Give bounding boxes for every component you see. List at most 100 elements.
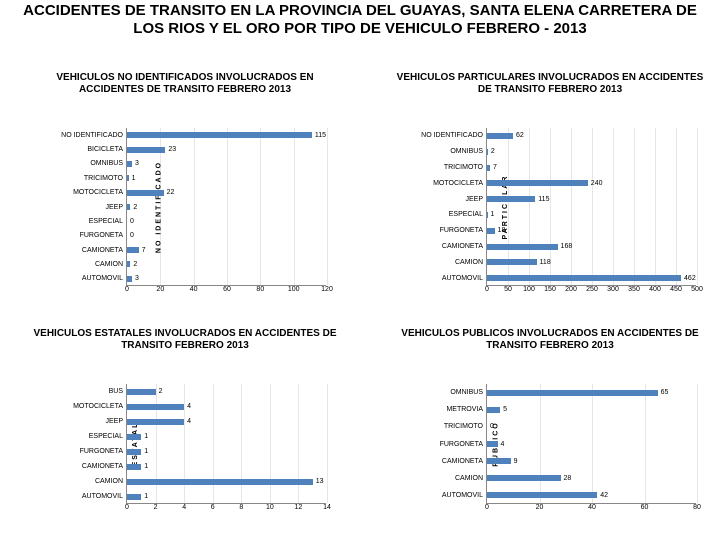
value-label: 4 xyxy=(187,418,191,425)
value-label: 118 xyxy=(540,259,551,266)
plot-area: 020406080100120NO IDENTIFICADONO IDENTIF… xyxy=(126,128,326,286)
bar xyxy=(127,449,141,455)
bar xyxy=(487,275,681,281)
value-label: 65 xyxy=(661,389,669,396)
bar-row: FURGONETA18 xyxy=(487,227,696,235)
x-tick: 12 xyxy=(295,504,303,511)
category-label: CAMIONETA xyxy=(407,243,487,250)
category-label: NO IDENTIFICADO xyxy=(407,132,487,139)
value-label: 2 xyxy=(159,388,163,395)
bar-row: AUTOMOVIL3 xyxy=(127,275,326,283)
bar xyxy=(127,132,312,138)
category-label: FURGONETA xyxy=(407,441,487,448)
bar xyxy=(127,261,130,267)
chart-no-identificado: VEHICULOS NO IDENTIFICADOS INVOLUCRADOS … xyxy=(30,72,340,312)
bar-row: BICICLETA23 xyxy=(127,146,326,154)
bar-row: JEEP4 xyxy=(127,418,326,426)
grid-line xyxy=(327,384,328,503)
bar-row: NO IDENTIFICADO62 xyxy=(487,132,696,140)
category-label: AUTOMOVIL xyxy=(407,275,487,282)
x-tick: 500 xyxy=(691,286,703,293)
value-label: 1 xyxy=(144,493,148,500)
category-label: MOTOCICLETA xyxy=(47,189,127,196)
bar-row: MOTOCICLETA240 xyxy=(487,179,696,187)
value-label: 0 xyxy=(130,232,134,239)
bar-row: FURGONETA1 xyxy=(127,448,326,456)
x-tick: 0 xyxy=(125,504,129,511)
x-axis: 050100150200250300350400450500 xyxy=(487,285,696,299)
grid-line xyxy=(697,384,698,503)
bar xyxy=(487,133,513,139)
x-tick: 300 xyxy=(607,286,619,293)
bar xyxy=(127,276,132,282)
category-label: CAMIONETA xyxy=(47,247,127,254)
category-label: FURGONETA xyxy=(47,232,127,239)
category-label: MOTOCICLETA xyxy=(47,403,127,410)
category-label: OMNIBUS xyxy=(407,389,487,396)
x-tick: 120 xyxy=(321,286,333,293)
bar xyxy=(487,228,495,234)
value-label: 28 xyxy=(564,475,572,482)
bar xyxy=(127,404,184,410)
chart-title: VEHICULOS NO IDENTIFICADOS INVOLUCRADOS … xyxy=(30,72,340,95)
x-tick: 8 xyxy=(239,504,243,511)
x-tick: 150 xyxy=(544,286,556,293)
value-label: 62 xyxy=(516,132,524,139)
bar xyxy=(127,479,313,485)
category-label: TRICIMOTO xyxy=(407,423,487,430)
x-tick: 250 xyxy=(586,286,598,293)
value-label: 1 xyxy=(132,175,136,182)
category-label: ESPECIAL xyxy=(47,433,127,440)
bar-row: AUTOMOVIL1 xyxy=(127,493,326,501)
x-tick: 450 xyxy=(670,286,682,293)
value-label: 0 xyxy=(130,218,134,225)
bar-row: ESPECIAL1 xyxy=(487,211,696,219)
bar xyxy=(127,247,139,253)
value-label: 1 xyxy=(144,448,148,455)
value-label: 13 xyxy=(316,478,324,485)
bar xyxy=(127,464,141,470)
grid-line xyxy=(697,128,698,285)
x-tick: 80 xyxy=(693,504,701,511)
bar-row: FURGONETA4 xyxy=(487,440,696,448)
x-axis: 02468101214 xyxy=(127,503,326,517)
value-label: 4 xyxy=(501,441,505,448)
bar-row: TRICIMOTO7 xyxy=(487,164,696,172)
value-label: 168 xyxy=(561,243,573,250)
bar xyxy=(127,175,129,181)
bar-row: OMNIBUS3 xyxy=(127,160,326,168)
category-label: JEEP xyxy=(407,196,487,203)
bar-row: JEEP115 xyxy=(487,195,696,203)
chart-estatal: VEHICULOS ESTATALES INVOLUCRADOS EN ACCI… xyxy=(30,328,340,528)
category-label: BUS xyxy=(47,388,127,395)
value-label: 9 xyxy=(514,458,518,465)
bar xyxy=(487,196,535,202)
category-label: NO IDENTIFICADO xyxy=(47,132,127,139)
category-label: CAMIONETA xyxy=(407,458,487,465)
x-tick: 6 xyxy=(211,504,215,511)
x-tick: 10 xyxy=(266,504,274,511)
chart-grid: VEHICULOS NO IDENTIFICADOS INVOLUCRADOS … xyxy=(0,78,720,538)
bar xyxy=(127,204,130,210)
value-label: 5 xyxy=(503,406,507,413)
bar-row: MOTOCICLETA4 xyxy=(127,403,326,411)
x-tick: 2 xyxy=(154,504,158,511)
x-axis: 020406080 xyxy=(487,503,696,517)
category-label: TRICIMOTO xyxy=(407,164,487,171)
x-tick: 20 xyxy=(536,504,544,511)
bar-row: AUTOMOVIL42 xyxy=(487,491,696,499)
value-label: 1 xyxy=(490,211,494,218)
category-label: JEEP xyxy=(47,418,127,425)
value-label: 4 xyxy=(187,403,191,410)
bar xyxy=(487,180,588,186)
category-label: AUTOMOVIL xyxy=(407,492,487,499)
bar xyxy=(487,441,498,447)
value-label: 2 xyxy=(133,204,137,211)
value-label: 7 xyxy=(142,247,146,254)
x-tick: 400 xyxy=(649,286,661,293)
y-axis-label: ESTATAL xyxy=(132,421,139,466)
bar xyxy=(127,494,141,500)
bar-row: CAMIONETA9 xyxy=(487,457,696,465)
category-label: FURGONETA xyxy=(407,227,487,234)
x-tick: 100 xyxy=(523,286,535,293)
